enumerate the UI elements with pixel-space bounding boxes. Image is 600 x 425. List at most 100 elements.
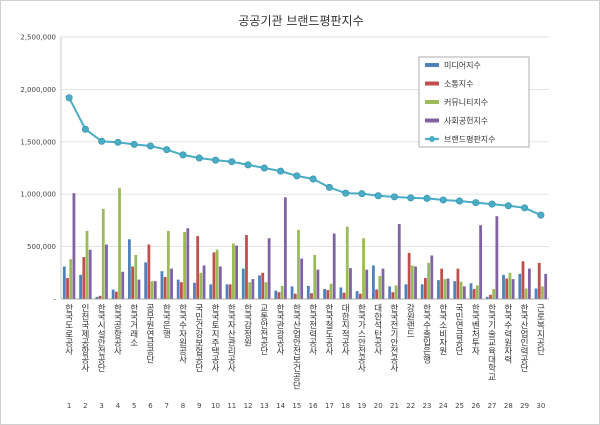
x-rank-label: 20 [374, 402, 383, 410]
bar [215, 249, 219, 299]
line-point [342, 189, 350, 197]
line-point [309, 175, 317, 183]
line-point [358, 190, 366, 198]
bar [420, 284, 424, 299]
line-point [81, 125, 89, 133]
bar [326, 290, 330, 299]
bar [310, 293, 313, 299]
bar [541, 286, 544, 299]
bars [62, 187, 548, 299]
legend-label: 사회공헌지수 [444, 117, 488, 126]
x-rank-label: 30 [536, 402, 545, 410]
bar [85, 230, 89, 299]
bar [212, 252, 216, 299]
x-rank-label: 19 [357, 402, 366, 410]
legend-swatch [425, 63, 439, 67]
bar [209, 284, 213, 299]
line-point [98, 137, 106, 145]
bar [62, 266, 66, 299]
x-rank-label: 15 [292, 402, 301, 410]
y-tick-label: - [53, 296, 56, 304]
x-rank-label: 22 [406, 402, 415, 410]
bar [137, 279, 141, 299]
bar [258, 275, 261, 299]
bar [176, 279, 180, 299]
bar [469, 283, 473, 299]
bar [277, 292, 281, 299]
legend-swatch-marker [429, 136, 435, 142]
bar [300, 258, 304, 299]
bar [147, 244, 151, 299]
legend-label: 커뮤니티지수 [444, 97, 488, 107]
bar [114, 291, 118, 299]
bar [134, 254, 138, 299]
x-rank-label: 7 [164, 402, 168, 410]
line-point [504, 202, 512, 210]
y-axis: - 500,000 1,000,000 1,500,000 2,000,000 2,500… [20, 34, 62, 304]
x-rank-label: 11 [227, 402, 236, 410]
bar [323, 289, 326, 299]
bar [329, 283, 333, 299]
bar [128, 239, 131, 299]
x-rank-label: 25 [455, 402, 464, 410]
line-point [65, 94, 73, 102]
x-rank-label: 9 [197, 402, 201, 410]
line-point [407, 194, 415, 202]
y-tick-label: 1,500,000 [20, 138, 56, 146]
bar [88, 249, 92, 299]
x-rank-label: 23 [423, 402, 432, 410]
bar [290, 286, 294, 299]
x-rank-label: 24 [439, 402, 448, 410]
bar [79, 274, 82, 299]
bar [245, 235, 248, 299]
line-point [521, 204, 529, 212]
legend-swatch [425, 100, 439, 104]
bar [544, 273, 548, 299]
bar [111, 289, 115, 299]
y-tick-label: 500,000 [27, 243, 56, 251]
legend-swatch [425, 118, 439, 123]
bar [180, 282, 183, 299]
legend-label: 브랜드평판지수 [444, 134, 496, 144]
bar [251, 279, 255, 299]
y-tick-label: 2,500,000 [20, 34, 56, 42]
line-point [260, 164, 268, 172]
bar [225, 284, 229, 299]
bar [339, 287, 343, 299]
bar [95, 296, 99, 299]
bar [489, 294, 492, 299]
bar [332, 233, 336, 299]
bar [306, 285, 310, 299]
bar [414, 266, 417, 299]
bar [407, 252, 411, 299]
bar [459, 281, 463, 299]
x-rank-label: 4 [116, 402, 121, 410]
bar [345, 226, 349, 299]
line-point [277, 167, 285, 175]
bar [511, 279, 515, 299]
y-tick-label: 2,000,000 [20, 86, 56, 94]
line-point [114, 138, 122, 146]
bar [150, 281, 154, 299]
bar [163, 276, 167, 299]
line-point [195, 154, 203, 162]
line-point [423, 194, 431, 202]
bar [297, 229, 300, 299]
bar [381, 268, 385, 299]
